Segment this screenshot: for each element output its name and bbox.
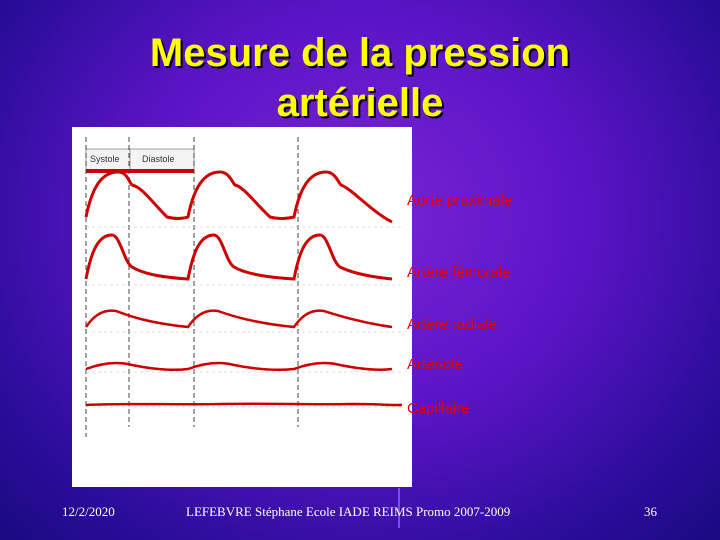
trace-capillaire (85, 402, 403, 407)
title-line-1: Mesure de la pression (149, 31, 571, 75)
tab-diastole: Diastole (142, 154, 175, 164)
trace-artere-radiale (84, 309, 393, 329)
pressure-waveform-figure: Systole Diastole (72, 127, 412, 487)
label-artere-radiale: Artère radiale (407, 316, 498, 333)
tab-systole: Systole (90, 154, 120, 164)
waveform-drawing (84, 137, 403, 437)
title-line-2: artérielle (276, 81, 444, 125)
trace-arteriole (85, 361, 393, 372)
footer-page-number: 36 (644, 504, 657, 519)
slide-title: Mesure de la pression artérielle (0, 28, 720, 128)
label-capillaire: Capillaire (407, 400, 470, 417)
footer-date: 12/2/2020 (62, 504, 115, 519)
trace-artere-femorale (84, 233, 393, 281)
trace-aorte-proximale (84, 170, 393, 224)
footer-author: LEFEBVRE Stéphane Ecole IADE REIMS Promo… (186, 504, 511, 519)
decorative-divider (398, 488, 400, 528)
label-aorte-proximale: Aorte proximale (407, 192, 513, 209)
label-artere-femorale: Artère fémorale (407, 264, 511, 281)
label-arteriole: Artériole (407, 356, 463, 373)
